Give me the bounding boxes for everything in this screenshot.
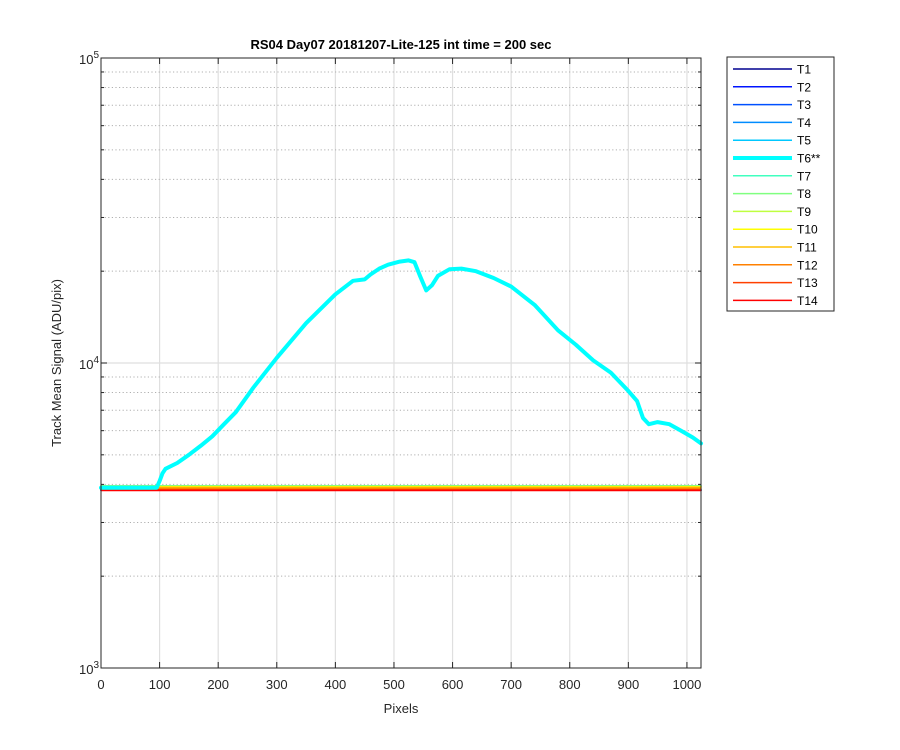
x-tick-label: 400	[325, 677, 347, 692]
x-tick-label: 1000	[672, 677, 701, 692]
series-line-t6	[99, 258, 703, 490]
legend: T1 T2 T3 T4 T5 T6** T7 T8 T9 T10 T11 T12 T13 T14	[726, 56, 835, 312]
legend-label: T3	[797, 98, 811, 112]
legend-label: T6**	[797, 152, 821, 166]
legend-box	[726, 56, 835, 312]
x-tick-label: 300	[266, 677, 288, 692]
legend-label: T10	[797, 223, 818, 237]
x-tick-label: 500	[383, 677, 405, 692]
y-tick-label: 104	[79, 355, 99, 372]
legend-label: T1	[797, 63, 811, 77]
x-tick-label: 600	[442, 677, 464, 692]
x-tick-label: 900	[617, 677, 639, 692]
x-tick-label: 200	[207, 677, 229, 692]
legend-label: T13	[797, 276, 818, 290]
plot-area: 0 100 200 300 400 500 600 700 800 900 1000 103 104 10…	[79, 50, 703, 692]
x-tick-label: 700	[500, 677, 522, 692]
y-tick-label: 105	[79, 50, 99, 67]
x-tick-label: 100	[149, 677, 171, 692]
legend-label: T11	[797, 241, 817, 255]
x-tick-label: 800	[559, 677, 581, 692]
x-tick-label: 0	[97, 677, 104, 692]
x-axis-label: Pixels	[384, 701, 419, 716]
legend-label: T14	[797, 294, 818, 308]
legend-label: T8	[797, 187, 811, 201]
legend-label: T9	[797, 205, 811, 219]
legend-label: T5	[797, 134, 811, 148]
grid	[101, 58, 701, 668]
axis-ticks: 0 100 200 300 400 500 600 700 800 900 1000 103 104 10…	[79, 50, 701, 692]
legend-label: T12	[797, 258, 818, 272]
y-tick-label: 103	[79, 660, 99, 677]
series-lines	[99, 258, 703, 492]
legend-label: T4	[797, 116, 811, 130]
legend-label: T2	[797, 80, 811, 94]
chart-title: RS04 Day07 20181207-Lite-125 int time = …	[251, 37, 552, 52]
legend-label: T7	[797, 169, 811, 183]
y-axis-label: Track Mean Signal (ADU/pix)	[49, 279, 64, 447]
